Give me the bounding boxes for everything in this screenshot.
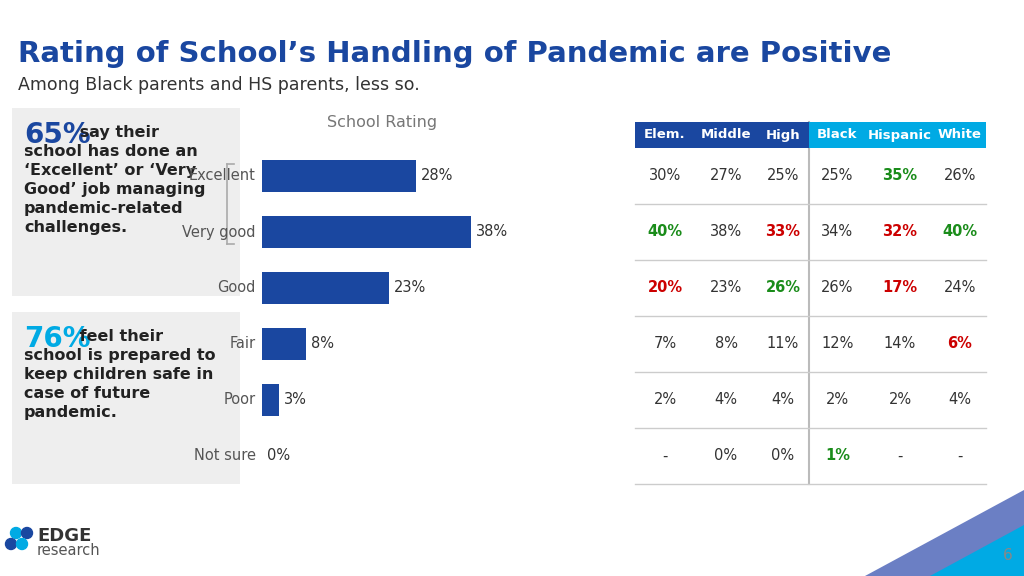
Polygon shape — [865, 490, 1024, 576]
Bar — [635, 122, 695, 148]
Text: school has done an: school has done an — [24, 144, 198, 159]
Text: 33%: 33% — [766, 225, 801, 240]
Text: 38%: 38% — [476, 225, 508, 240]
Text: -: - — [957, 449, 963, 464]
Text: Not sure: Not sure — [194, 449, 256, 464]
Text: White: White — [938, 128, 982, 142]
Text: 8%: 8% — [715, 336, 737, 351]
Bar — [262, 328, 306, 360]
Text: 24%: 24% — [944, 281, 976, 295]
Text: Rating of School’s Handling of Pandemic are Positive: Rating of School’s Handling of Pandemic … — [18, 40, 891, 68]
Text: School Rating: School Rating — [327, 115, 437, 130]
Text: 25%: 25% — [767, 169, 799, 184]
Bar — [262, 272, 388, 304]
Text: 6%: 6% — [947, 336, 973, 351]
Text: pandemic-related: pandemic-related — [24, 201, 183, 216]
Text: High: High — [766, 128, 801, 142]
Text: Very good: Very good — [182, 225, 256, 240]
Bar — [12, 108, 240, 296]
Text: 17%: 17% — [883, 281, 918, 295]
Text: Poor: Poor — [224, 392, 256, 407]
Text: ‘Excellent’ or ‘Very: ‘Excellent’ or ‘Very — [24, 163, 197, 178]
Text: case of future: case of future — [24, 386, 151, 401]
Text: 38%: 38% — [710, 225, 742, 240]
Bar — [695, 122, 757, 148]
Text: say their: say their — [74, 125, 159, 140]
Bar — [934, 122, 986, 148]
Text: Black: Black — [817, 128, 858, 142]
Text: 40%: 40% — [647, 225, 683, 240]
Circle shape — [16, 539, 28, 550]
Text: 1%: 1% — [825, 449, 850, 464]
Circle shape — [10, 528, 22, 539]
Text: 2%: 2% — [889, 392, 911, 407]
Text: 32%: 32% — [883, 225, 918, 240]
Text: Good: Good — [218, 281, 256, 295]
Text: 28%: 28% — [421, 169, 454, 184]
Text: Fair: Fair — [229, 336, 256, 351]
Text: 4%: 4% — [715, 392, 737, 407]
Text: 26%: 26% — [821, 281, 854, 295]
Text: Excellent: Excellent — [189, 169, 256, 184]
Text: Elem.: Elem. — [644, 128, 686, 142]
Text: 34%: 34% — [821, 225, 854, 240]
Text: Good’ job managing: Good’ job managing — [24, 182, 206, 197]
Text: school is prepared to: school is prepared to — [24, 348, 216, 363]
Text: 7%: 7% — [653, 336, 677, 351]
Bar — [866, 122, 934, 148]
Text: 8%: 8% — [311, 336, 334, 351]
Text: 27%: 27% — [710, 169, 742, 184]
Text: 20%: 20% — [647, 281, 683, 295]
Text: 0%: 0% — [715, 449, 737, 464]
Text: research: research — [37, 543, 100, 558]
Text: feel their: feel their — [74, 329, 163, 344]
Text: 0%: 0% — [267, 449, 290, 464]
Polygon shape — [930, 525, 1024, 576]
Text: 76%: 76% — [24, 325, 90, 353]
Circle shape — [22, 528, 33, 539]
Text: 11%: 11% — [767, 336, 799, 351]
Bar — [262, 216, 471, 248]
Text: 4%: 4% — [948, 392, 972, 407]
Circle shape — [5, 539, 16, 550]
Text: 3%: 3% — [284, 392, 306, 407]
Text: 0%: 0% — [771, 449, 795, 464]
Text: -: - — [663, 449, 668, 464]
Text: Among Black parents and HS parents, less so.: Among Black parents and HS parents, less… — [18, 76, 420, 94]
Bar — [12, 312, 240, 484]
Text: 6: 6 — [1004, 548, 1013, 563]
Text: pandemic.: pandemic. — [24, 405, 118, 420]
Bar — [809, 122, 866, 148]
Text: 26%: 26% — [766, 281, 801, 295]
Bar — [262, 160, 416, 192]
Text: 65%: 65% — [24, 121, 91, 149]
Text: keep children safe in: keep children safe in — [24, 367, 213, 382]
Text: 14%: 14% — [884, 336, 916, 351]
Text: 2%: 2% — [653, 392, 677, 407]
Text: 25%: 25% — [821, 169, 854, 184]
Text: Hispanic: Hispanic — [868, 128, 932, 142]
Text: 30%: 30% — [649, 169, 681, 184]
Bar — [757, 122, 809, 148]
Text: 35%: 35% — [883, 169, 918, 184]
Text: 40%: 40% — [942, 225, 978, 240]
Text: 4%: 4% — [771, 392, 795, 407]
Text: 2%: 2% — [826, 392, 849, 407]
Text: -: - — [897, 449, 903, 464]
Bar — [262, 384, 279, 416]
Text: 26%: 26% — [944, 169, 976, 184]
Text: challenges.: challenges. — [24, 220, 127, 235]
Text: Middle: Middle — [700, 128, 752, 142]
Text: 23%: 23% — [393, 281, 426, 295]
Text: 12%: 12% — [821, 336, 854, 351]
Text: EDGE: EDGE — [37, 527, 91, 545]
Text: 23%: 23% — [710, 281, 742, 295]
